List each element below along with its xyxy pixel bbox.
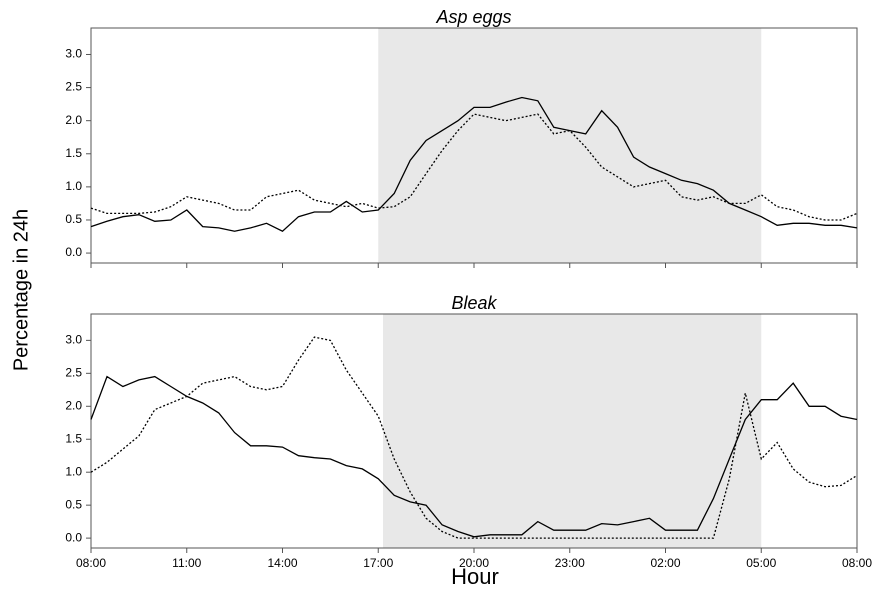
y-tick-label: 2.0: [65, 398, 82, 412]
y-tick-label: 2.0: [65, 113, 82, 127]
x-axis-label: Hour: [451, 564, 499, 589]
x-tick-label: 20:00: [459, 556, 489, 570]
y-tick-label: 0.0: [65, 530, 82, 544]
y-tick-label: 2.5: [65, 365, 82, 379]
x-tick-label: 11:00: [172, 556, 201, 570]
panel-title: Asp eggs: [435, 7, 511, 27]
x-tick-label: 02:00: [650, 556, 680, 570]
x-tick-label: 23:00: [555, 556, 585, 570]
y-tick-label: 2.5: [65, 80, 82, 94]
x-tick-label: 17:00: [363, 556, 393, 570]
x-tick-label: 08:00: [76, 556, 106, 570]
y-tick-label: 3.0: [65, 47, 82, 61]
y-axis-label: Percentage in 24h: [10, 209, 32, 371]
y-tick-label: 1.0: [65, 179, 82, 193]
panel-title: Bleak: [451, 293, 497, 313]
y-tick-label: 1.5: [65, 431, 82, 445]
night-shade: [378, 28, 762, 263]
x-tick-label: 14:00: [267, 556, 297, 570]
y-tick-label: 1.0: [65, 464, 82, 478]
x-tick-label: 08:00: [842, 556, 872, 570]
y-tick-label: 0.5: [65, 212, 82, 226]
data-line: [90, 113, 858, 221]
y-tick-label: 3.0: [65, 333, 82, 347]
night-shade: [383, 314, 762, 548]
y-tick-label: 0.0: [65, 245, 82, 259]
y-tick-label: 0.5: [65, 497, 82, 511]
x-tick-label: 05:00: [746, 556, 776, 570]
y-tick-label: 1.5: [65, 146, 82, 160]
data-line: [90, 375, 858, 538]
